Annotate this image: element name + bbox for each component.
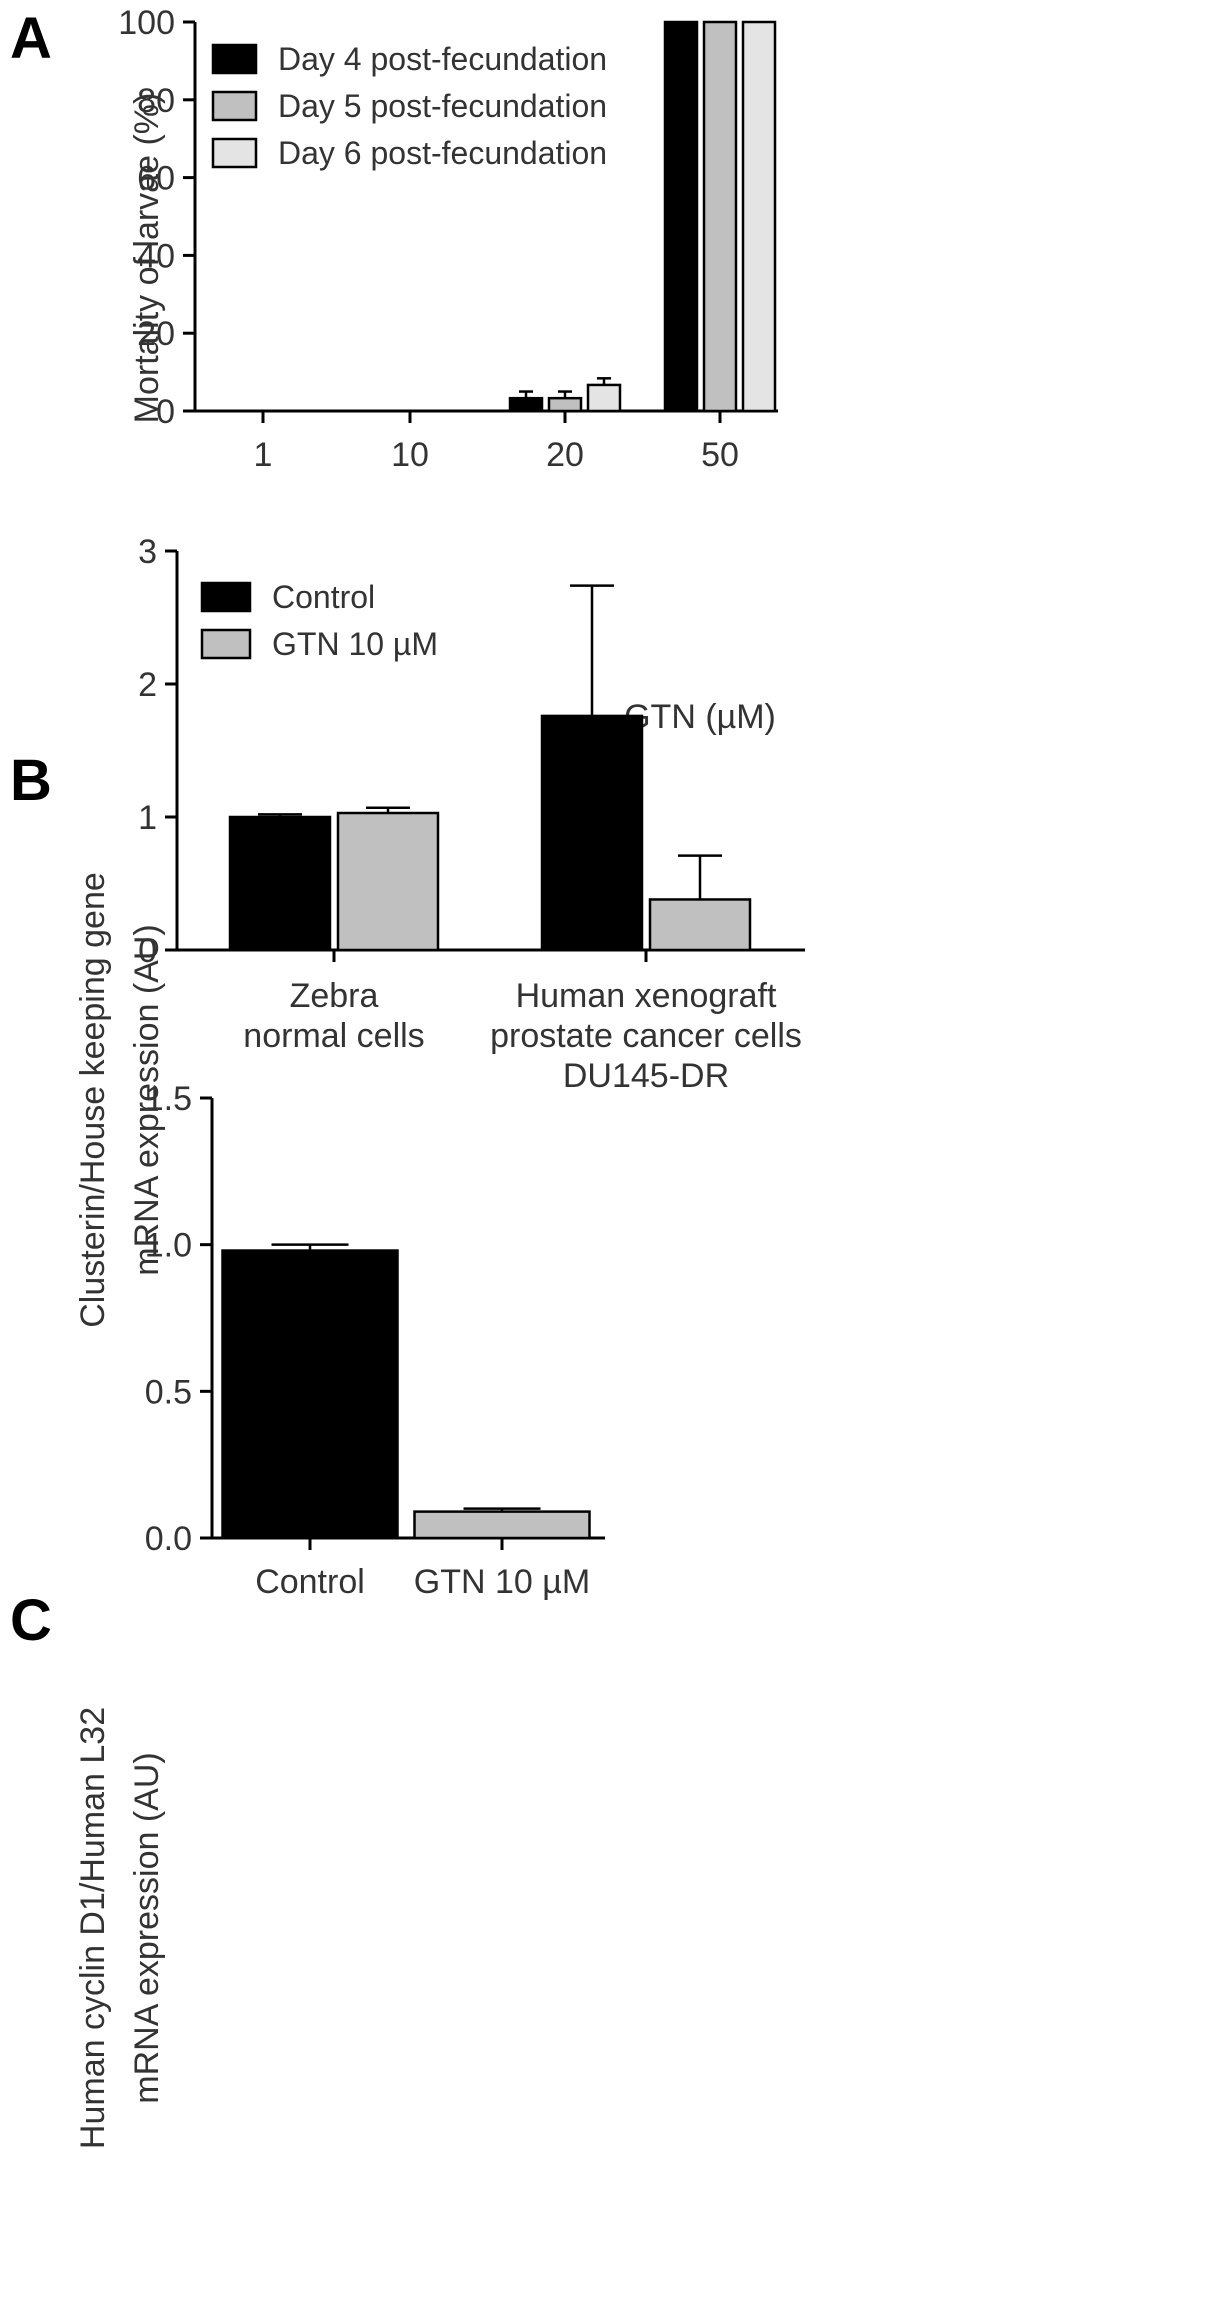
panel-a-legend-swatch (211, 43, 258, 75)
panel-a-xlabel: GTN (µM) (624, 698, 776, 736)
panel-b-xtick-label: DU145-DR (563, 1057, 729, 1095)
panel-a-legend-label: Day 5 post-fecundation (278, 88, 607, 124)
panel-c-xtick-label: Control (255, 1563, 365, 1601)
panel-a-xtick-label: 50 (701, 436, 739, 474)
panel-b-xtick-label: Zebra (290, 977, 379, 1015)
panel-letter-a: A (10, 6, 52, 71)
panel-a-ytick-label: 80 (137, 82, 175, 120)
panel-a-series-3-bar (741, 20, 777, 413)
panel-b-xtick-label: normal cells (243, 1017, 424, 1055)
panel-a-ytick-label: 100 (118, 4, 175, 42)
panel-a-legend-swatch (211, 90, 258, 122)
panel-letter-c: C (10, 1588, 52, 1653)
panel-b-series-2-bar (336, 811, 440, 952)
panel-b-ytick-label: 3 (138, 533, 157, 571)
panel-a-ytick-label: 40 (137, 237, 175, 275)
panel-b-series-2-bar (648, 898, 752, 952)
panel-a-ytick-label: 60 (137, 160, 175, 198)
panel-c-chart: Human cyclin D1/Human L32 mRNA expressio… (74, 1080, 605, 2149)
panel-c-ytick-label: 1.0 (145, 1227, 192, 1265)
panel-b-legend-swatch (200, 628, 252, 660)
panel-a-ytick-label: 20 (137, 315, 175, 353)
panel-c-xtick-label: GTN 10 µM (414, 1563, 590, 1601)
panel-b-ytick-label: 1 (138, 799, 157, 837)
panel-b-series-1-bar (228, 815, 332, 952)
panel-b-ylabel-line2: mRNA expression (AU) (128, 924, 166, 1275)
panel-b-series-1-bar (540, 714, 644, 952)
panel-a-legend-label: Day 4 post-fecundation (278, 41, 607, 77)
panel-a-ylabel: Mortality of larvae (%) (128, 93, 166, 424)
panel-a-ytick-label: 0 (156, 393, 175, 431)
panel-b-legend-label: GTN 10 µM (272, 626, 438, 662)
panel-letter-b: B (10, 748, 52, 813)
panel-a-series-2-bar (702, 20, 738, 413)
panel-b-xtick-label: Human xenograft (516, 977, 777, 1015)
panel-a-series-3-bar (586, 383, 622, 413)
panel-a-series-1-bar (508, 396, 544, 413)
panel-c-ytick-label: 0.5 (145, 1373, 192, 1411)
panel-a-series-1-bar (663, 20, 699, 413)
panel-c-ytick-label: 0.0 (145, 1520, 192, 1558)
panel-a-xtick-label: 10 (391, 436, 429, 474)
panel-a-chart: Mortality of larvae (%) GTN (µM) 0 20 40 60… (118, 4, 778, 736)
panel-b-ylabel-line1: Clusterin/House keeping gene (74, 872, 112, 1328)
panel-b-xtick-label: prostate cancer cells (490, 1017, 802, 1055)
panel-a-xtick-label: 20 (546, 436, 584, 474)
panel-a-legend-swatch (211, 137, 258, 169)
panel-a-xtick-label: 1 (254, 436, 273, 474)
panel-b-ytick-label: 2 (138, 666, 157, 704)
panel-b-chart: Clusterin/House keeping gene mRNA expres… (74, 533, 805, 1328)
panel-c-ytick-label: 1.5 (145, 1080, 192, 1118)
panel-b-legend-label: Control (272, 579, 375, 615)
panel-b-legend-swatch (200, 581, 252, 613)
panel-a-series-2-bar (547, 396, 583, 413)
panel-b-ytick-label: 0 (138, 932, 157, 970)
panel-c-ylabel-line1: Human cyclin D1/Human L32 (74, 1707, 112, 2149)
panel-c-ylabel-line2: mRNA expression (AU) (128, 1752, 166, 2103)
panel-c-bar-2-bar (413, 1510, 591, 1540)
panel-a-legend-label: Day 6 post-fecundation (278, 135, 607, 171)
panel-c-bar-1-bar (221, 1249, 399, 1540)
